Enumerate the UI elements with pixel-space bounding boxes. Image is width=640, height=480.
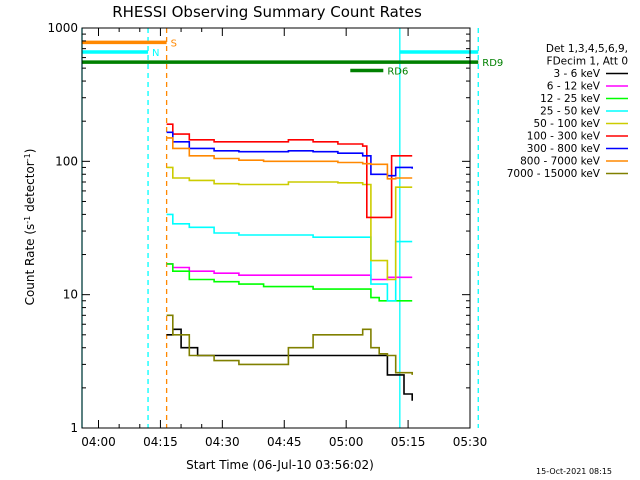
y-tick-label-2: 100 [55, 154, 78, 168]
series-line-0 [166, 328, 413, 401]
y-tick-label-3: 1000 [47, 21, 78, 35]
y-tick-label-0: 1 [70, 421, 78, 435]
axes: 04:00 04:15 04:30 04:45 05:00 05:15 05:30 1 10 10… [47, 21, 487, 449]
x-tick-label-0: 04:00 [81, 435, 116, 449]
chart-title: RHESSI Observing Summary Count Rates [112, 3, 422, 21]
plot-area: S N RD9 RD6 [81, 28, 503, 428]
series-line-5 [166, 123, 413, 219]
series-line-7 [166, 137, 413, 180]
legend-label-0: 3 - 6 keV [553, 68, 600, 80]
legend-label-2: 12 - 25 keV [540, 93, 601, 105]
legend-label-5: 100 - 300 keV [527, 131, 601, 143]
footer-timestamp: 15-Oct-2021 08:15 [536, 467, 612, 476]
y-axis-label: Count Rate (s-1 detector-1) [23, 149, 38, 306]
series-line-8 [166, 314, 413, 375]
series-line-1 [166, 263, 413, 281]
y-label-part: ) [23, 149, 37, 154]
y-label-part: -1 [23, 216, 32, 224]
plot-frame [81, 27, 471, 429]
legend-label-3: 25 - 50 keV [540, 106, 601, 118]
flag-label-3: RD9 [482, 58, 503, 69]
legend-label-1: 6 - 12 keV [547, 81, 601, 93]
series-line-3 [166, 213, 413, 302]
y-label-part: detector [23, 161, 37, 216]
x-tick-label-1: 04:15 [143, 435, 178, 449]
legend-header-0: Det 1,3,4,5,6,9, [546, 43, 628, 55]
legend: Det 1,3,4,5,6,9,FDecim 1, Att 03 - 6 keV… [507, 43, 628, 180]
y-tick-label-1: 10 [63, 288, 78, 302]
series-line-6 [166, 131, 413, 177]
legend-label-4: 50 - 100 keV [533, 118, 600, 130]
y-label-part: Count Rate (s [23, 224, 37, 306]
series-line-4 [166, 166, 413, 281]
x-tick-label-6: 05:30 [453, 435, 488, 449]
legend-label-8: 7000 - 15000 keV [507, 168, 601, 180]
x-tick-label-4: 05:00 [329, 435, 364, 449]
flag-label-4: RD6 [387, 67, 408, 78]
x-axis-label: Start Time (06-Jul-10 03:56:02) [186, 458, 374, 472]
flag-label-1: N [152, 48, 159, 59]
legend-label-6: 300 - 800 keV [527, 143, 601, 155]
series-line-2 [166, 263, 413, 302]
x-tick-label-2: 04:30 [205, 435, 240, 449]
legend-label-7: 800 - 7000 keV [520, 156, 601, 168]
y-label-part: -1 [23, 153, 32, 161]
x-tick-label-5: 05:15 [391, 435, 426, 449]
flag-label-0: S [171, 38, 177, 49]
legend-header-1: FDecim 1, Att 0 [547, 56, 628, 68]
x-tick-label-3: 04:45 [267, 435, 302, 449]
